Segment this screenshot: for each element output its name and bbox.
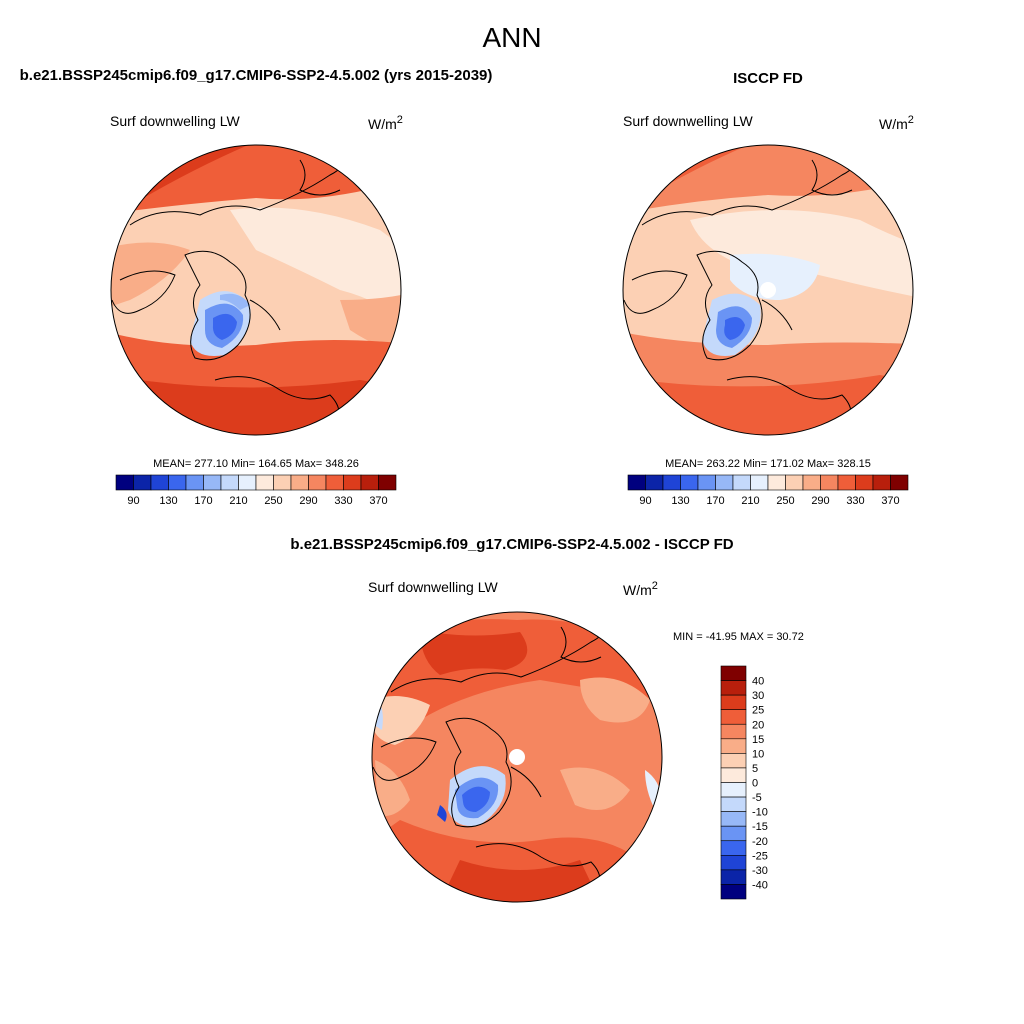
- right-colorbar-tick-label: 370: [881, 495, 899, 507]
- right-colorbar-swatch: [715, 474, 734, 491]
- diff-colorbar-swatch: [720, 753, 747, 769]
- right-colorbar-swatch: [662, 474, 681, 491]
- right-units-label: W/m2: [879, 114, 914, 132]
- right-colorbar-swatch: [767, 474, 786, 491]
- diff-stats: MIN = -41.95 MAX = 30.72: [673, 631, 804, 643]
- diff-colorbar-tick-label: -20: [752, 836, 768, 848]
- diff-colorbar-tick-label: -25: [752, 850, 768, 862]
- left-stats: MEAN= 277.10 Min= 164.65 Max= 348.26: [153, 458, 359, 470]
- left-colorbar-swatch: [185, 474, 204, 491]
- left-variable-label: Surf downwelling LW: [110, 113, 240, 129]
- right-colorbar: 90 130 170 210 250 290 330 370: [627, 474, 909, 507]
- left-colorbar-tick-label: 170: [194, 495, 212, 507]
- left-colorbar: 90 130 170 210 250 290 330 370: [115, 474, 397, 507]
- diff-colorbar-tick-label: 30: [752, 690, 764, 702]
- diff-colorbar-swatch: [720, 869, 747, 885]
- left-colorbar-swatch: [220, 474, 239, 491]
- diff-colorbar-tick-label: -5: [752, 792, 762, 804]
- diff-panel-title: b.e21.BSSP245cmip6.f09_g17.CMIP6-SSP2-4.…: [290, 536, 733, 553]
- diff-colorbar-swatch: [720, 825, 747, 842]
- right-colorbar-swatch: [645, 474, 664, 491]
- diff-colorbar-swatch: [720, 738, 747, 754]
- diff-colorbar-swatch: [720, 709, 747, 725]
- diff-colorbar-tick-label: 40: [752, 676, 764, 688]
- left-units-label: W/m2: [368, 114, 403, 132]
- diff-colorbar-swatch: [720, 723, 747, 740]
- left-colorbar-tick-label: 130: [159, 495, 177, 507]
- right-panel-title: ISCCP FD: [733, 70, 803, 87]
- diff-colorbar-swatch: [720, 782, 747, 798]
- right-colorbar-tick-label: 210: [741, 495, 759, 507]
- right-colorbar-swatch: [872, 474, 891, 491]
- left-colorbar-swatch: [325, 474, 344, 491]
- right-colorbar-swatch: [680, 474, 699, 491]
- right-colorbar-swatch: [890, 474, 909, 491]
- left-colorbar-tick-label: 250: [264, 495, 282, 507]
- right-colorbar-swatch: [820, 474, 839, 491]
- diff-polar-map: [371, 611, 663, 903]
- diff-colorbar-swatch: [720, 665, 747, 681]
- diff-colorbar-swatch: [720, 855, 747, 871]
- left-colorbar-swatch: [360, 474, 379, 491]
- diff-colorbar-tick-label: -10: [752, 807, 768, 819]
- right-colorbar-swatch: [855, 474, 874, 491]
- right-colorbar-tick-label: 90: [639, 495, 651, 507]
- left-colorbar-swatch: [378, 474, 397, 491]
- diff-colorbar-tick-label: 20: [752, 719, 764, 731]
- right-variable-label: Surf downwelling LW: [623, 113, 753, 129]
- right-colorbar-swatch: [697, 474, 716, 491]
- diff-colorbar-tick-label: 0: [752, 778, 758, 790]
- diff-colorbar-swatch: [720, 767, 747, 783]
- diff-colorbar-swatch: [720, 680, 747, 696]
- left-colorbar-tick-label: 290: [299, 495, 317, 507]
- left-colorbar-swatch: [150, 474, 169, 491]
- left-colorbar-tick-label: 370: [369, 495, 387, 507]
- diff-variable-label: Surf downwelling LW: [368, 579, 498, 595]
- left-colorbar-swatch: [168, 474, 187, 491]
- left-colorbar-swatch: [343, 474, 362, 491]
- diff-colorbar-tick-label: -30: [752, 865, 768, 877]
- left-polar-map: [110, 144, 402, 436]
- left-colorbar-swatch: [203, 474, 222, 491]
- diff-colorbar-tick-label: 10: [752, 748, 764, 760]
- left-colorbar-tick-label: 210: [229, 495, 247, 507]
- right-stats: MEAN= 263.22 Min= 171.02 Max= 328.15: [665, 458, 871, 470]
- right-polar-map: [622, 144, 914, 436]
- right-colorbar-swatch: [785, 474, 804, 491]
- left-colorbar-tick-label: 90: [127, 495, 139, 507]
- right-colorbar-swatch: [837, 474, 856, 491]
- left-panel-title: b.e21.BSSP245cmip6.f09_g17.CMIP6-SSP2-4.…: [20, 67, 493, 84]
- figure-title: ANN: [482, 22, 541, 53]
- diff-colorbar-tick-label: 25: [752, 705, 764, 717]
- right-colorbar-tick-label: 170: [706, 495, 724, 507]
- diff-colorbar: 40 30 25 20 15 10 5 0 -5 -10 -15 -20 -25 -30 -40: [720, 665, 768, 900]
- right-colorbar-swatch: [802, 474, 821, 491]
- diff-colorbar-swatch: [720, 884, 747, 900]
- right-colorbar-swatch: [627, 474, 646, 491]
- left-colorbar-swatch: [290, 474, 309, 491]
- left-colorbar-tick-label: 330: [334, 495, 352, 507]
- left-colorbar-swatch: [115, 474, 134, 491]
- right-colorbar-tick-label: 130: [671, 495, 689, 507]
- right-colorbar-swatch: [732, 474, 751, 491]
- diff-units-label: W/m2: [623, 580, 658, 598]
- diff-colorbar-swatch: [720, 796, 747, 812]
- diff-colorbar-swatch: [720, 694, 747, 710]
- diff-colorbar-swatch: [720, 840, 747, 856]
- diff-colorbar-tick-label: 15: [752, 734, 764, 746]
- left-colorbar-swatch: [255, 474, 274, 491]
- left-colorbar-swatch: [238, 474, 257, 491]
- right-colorbar-swatch: [750, 474, 769, 491]
- diff-colorbar-tick-label: -15: [752, 821, 768, 833]
- diff-colorbar-swatch: [720, 811, 747, 827]
- left-colorbar-swatch: [133, 474, 152, 491]
- right-colorbar-tick-label: 250: [776, 495, 794, 507]
- right-colorbar-tick-label: 290: [811, 495, 829, 507]
- diff-colorbar-tick-label: 5: [752, 763, 758, 775]
- diff-colorbar-tick-label: -40: [752, 879, 768, 891]
- right-colorbar-tick-label: 330: [846, 495, 864, 507]
- left-colorbar-swatch: [308, 474, 327, 491]
- left-colorbar-swatch: [273, 474, 292, 491]
